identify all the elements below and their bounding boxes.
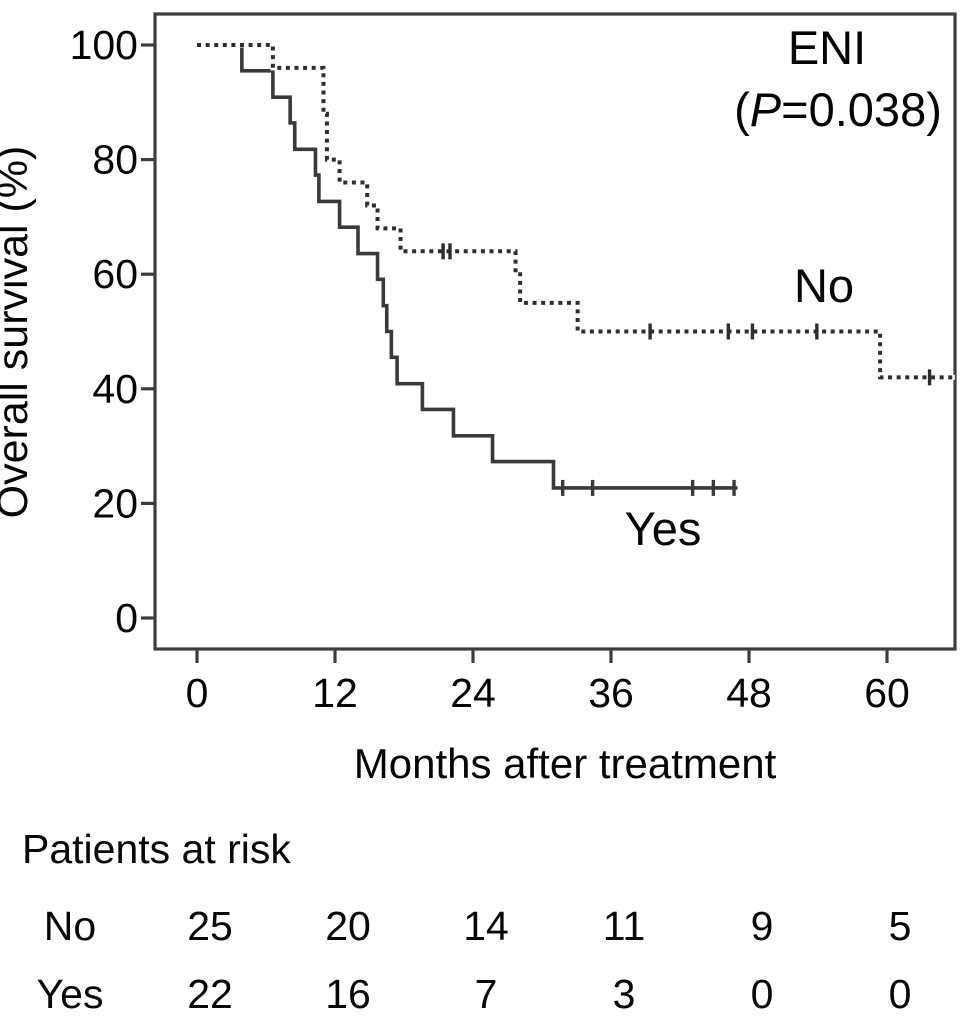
risk-table-title: Patients at risk (22, 826, 291, 872)
annotation-p-value: (P=0.038) (734, 83, 942, 136)
x-tick-label: 12 (312, 670, 358, 716)
axes-layer: 0 12 24 36 48 60 0 20 40 60 80 100 (70, 12, 957, 716)
risk-cell: 0 (888, 971, 912, 1017)
y-tick-label: 40 (92, 366, 138, 412)
curve-underlay (197, 42, 955, 380)
annotation-eni: ENI (788, 21, 866, 74)
y-tick-label: 80 (92, 137, 138, 183)
risk-cell: 7 (474, 971, 498, 1017)
risk-cell: 0 (750, 971, 774, 1017)
y-axis-title: Overall survival (%) (0, 146, 37, 519)
km-plot: 0 12 24 36 48 60 0 20 40 60 80 100 Overall survival… (0, 12, 957, 787)
risk-cell: 9 (750, 903, 774, 949)
y-tick-label: 0 (115, 595, 138, 641)
plot-frame (153, 12, 957, 651)
x-tick-label: 60 (864, 670, 910, 716)
risk-row-no: No 25 20 14 11 9 5 (0, 903, 969, 953)
p-symbol: P (750, 83, 782, 136)
risk-cell: 25 (187, 903, 233, 949)
risk-cell: 3 (612, 971, 636, 1017)
risk-row-yes: Yes 22 16 7 3 0 0 (0, 971, 969, 1020)
x-tick-label: 0 (186, 670, 209, 716)
curve-label-no: No (794, 259, 854, 312)
p-rest: =0.038) (781, 83, 942, 136)
curve-label-yes: Yes (625, 502, 702, 555)
risk-cell: 11 (602, 903, 646, 949)
risk-cell: 22 (187, 971, 233, 1017)
y-tick-label: 60 (92, 251, 138, 297)
risk-cell: 14 (463, 903, 509, 949)
y-tick-label: 100 (70, 22, 138, 68)
p-open: ( (734, 83, 750, 136)
x-tick-label: 24 (450, 670, 496, 716)
x-tick-label: 36 (588, 670, 634, 716)
risk-cell: 20 (325, 903, 371, 949)
risk-cell: 5 (888, 903, 912, 949)
x-axis-title: Months after treatment (354, 740, 777, 787)
y-tick-label: 20 (92, 480, 138, 526)
x-tick-label: 48 (726, 670, 772, 716)
risk-cell: 16 (325, 971, 371, 1017)
risk-row-label: No (43, 903, 97, 949)
curve-yes (197, 43, 738, 490)
survival-curves (197, 42, 955, 496)
risk-row-label: Yes (36, 971, 104, 1017)
